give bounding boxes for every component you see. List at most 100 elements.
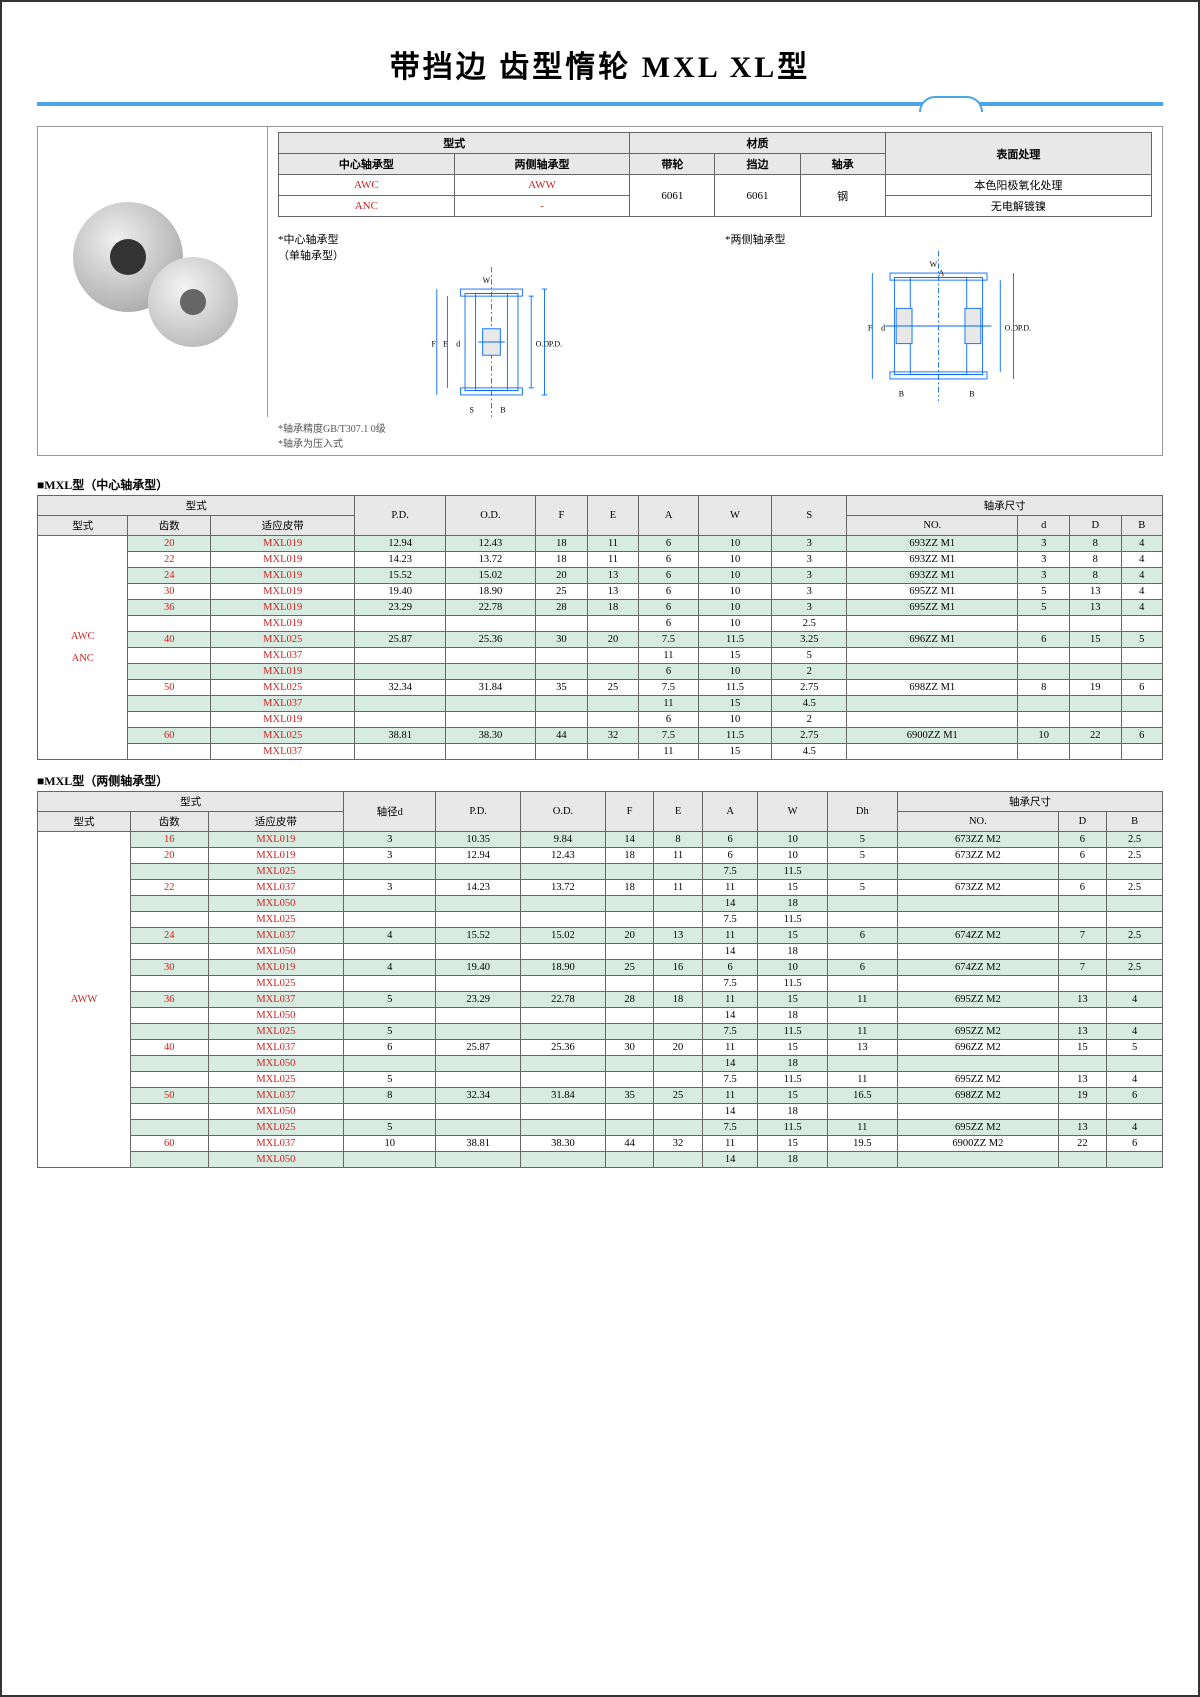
cell: 5 [827,832,897,848]
cell: MXL050 [208,896,344,912]
cell [897,864,1058,880]
cell: MXL019 [210,616,355,632]
cell [587,648,639,664]
cell: 11 [827,1024,897,1040]
cell [654,896,702,912]
cell: 8 [344,1088,436,1104]
cell [521,944,606,960]
cell: 22 [1058,1136,1106,1152]
cell: 11.5 [698,680,772,696]
cell: 11.5 [698,632,772,648]
cell: 3 [772,584,847,600]
cell: 11.5 [758,1120,827,1136]
cell: 6 [1121,680,1162,696]
cell [847,648,1018,664]
cell: MXL025 [208,912,344,928]
cell: 6 [1107,1136,1163,1152]
cell [436,1024,521,1040]
table-row: 60MXL0371038.8138.304432111519.56900ZZ M… [38,1136,1163,1152]
cell [521,1072,606,1088]
cell [355,648,445,664]
cell [847,712,1018,728]
cell [130,912,208,928]
cell [847,696,1018,712]
cell: 16 [654,960,702,976]
cell: MXL037 [208,1040,344,1056]
cell: MXL050 [208,1152,344,1168]
cell: 15.52 [355,568,445,584]
cell: 673ZZ M2 [897,880,1058,896]
cell: 44 [536,728,588,744]
cell [654,1024,702,1040]
cell: 6 [639,616,698,632]
cell: 15 [758,1040,827,1056]
cell [128,712,211,728]
cell: 10 [758,832,827,848]
table-row: MXL0501418 [38,944,1163,960]
cell [847,664,1018,680]
cell: 15 [698,648,772,664]
cell: 10 [698,664,772,680]
cell [1058,864,1106,880]
cell: 695ZZ M1 [847,600,1018,616]
cell: 3 [772,536,847,552]
cell [605,1024,653,1040]
cell: 14.23 [355,552,445,568]
table-row: 22MXL037314.2313.72181111155673ZZ M262.5 [38,880,1163,896]
cell: 50 [130,1088,208,1104]
cell [128,664,211,680]
cell: 22 [130,880,208,896]
table-row: MXL02557.511.511695ZZ M2134 [38,1120,1163,1136]
cell: 693ZZ M1 [847,536,1018,552]
cell [436,1104,521,1120]
svg-text:B: B [500,406,505,415]
cell: 3.25 [772,632,847,648]
cell: 18 [654,992,702,1008]
cell [605,1120,653,1136]
cell: 23.29 [436,992,521,1008]
cell: 698ZZ M2 [897,1088,1058,1104]
cell [827,896,897,912]
cell [654,1008,702,1024]
cell [436,1152,521,1168]
cell: 695ZZ M1 [847,584,1018,600]
cell: 6 [702,960,758,976]
table-row: MXL0196102 [38,712,1163,728]
cell: 11 [702,1136,758,1152]
cell: 4 [344,928,436,944]
product-photo [38,127,268,417]
cell: 3 [1018,536,1070,552]
cell: 5 [772,648,847,664]
cell [1121,616,1162,632]
cell: 18 [605,880,653,896]
t2-h-no: NO. [897,812,1058,832]
cell [344,1008,436,1024]
cell [605,896,653,912]
cell: 11 [639,744,698,760]
t1-h-od: O.D. [445,496,535,536]
cell: 6 [1058,848,1106,864]
cell: 11 [702,928,758,944]
cell: 4 [1121,584,1162,600]
cell: MXL037 [208,928,344,944]
cell: 30 [130,960,208,976]
cell: 24 [130,928,208,944]
cell [1070,648,1122,664]
material-table: 型式 材质 表面处理 中心轴承型 两侧轴承型 带轮 挡边 轴承 AWC AWW … [278,132,1152,217]
cell [587,696,639,712]
cell [445,616,535,632]
cell: 5 [827,880,897,896]
cell [654,1072,702,1088]
cell: 31.84 [445,680,535,696]
t2-h-bearing: 轴承尺寸 [897,792,1162,812]
cell: 10 [698,552,772,568]
cell: 7.5 [702,976,758,992]
cell: 15 [1070,632,1122,648]
cell: 6 [702,832,758,848]
cell: 6 [639,664,698,680]
cell: 22 [128,552,211,568]
table-row: MXL03711155 [38,648,1163,664]
t1-h-d: d [1018,516,1070,536]
cell [897,896,1058,912]
cell: 25.36 [445,632,535,648]
